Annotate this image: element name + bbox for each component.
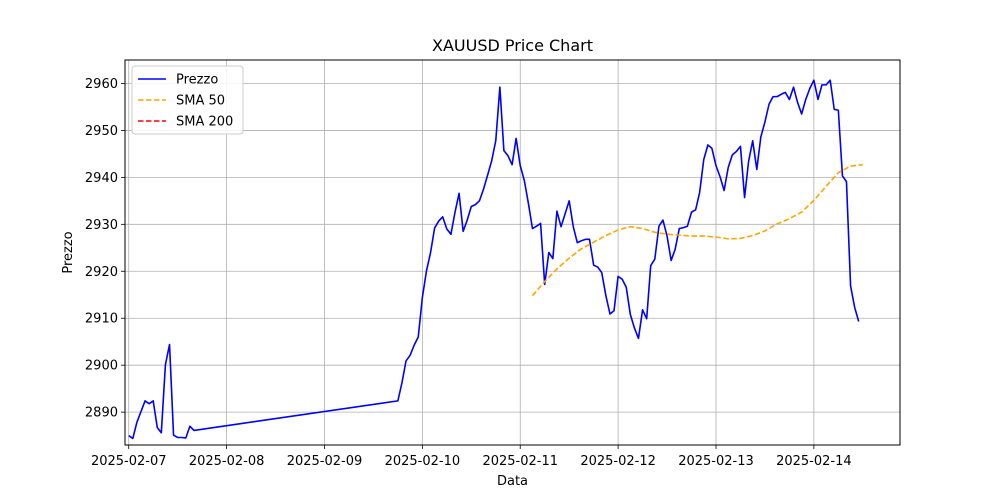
y-tick-label: 2900 (85, 359, 118, 374)
y-tick-label: 2960 (85, 77, 118, 92)
y-tick-label: 2890 (85, 406, 118, 421)
chart-title: XAUUSD Price Chart (432, 36, 593, 55)
x-tick-label: 2025-02-10 (385, 454, 461, 469)
x-tick-label: 2025-02-12 (580, 454, 656, 469)
x-tick-label: 2025-02-13 (678, 454, 754, 469)
y-axis-label: Prezzo (61, 231, 76, 273)
series-layer (128, 79, 863, 440)
plot-area-frame (124, 59, 901, 446)
series-line-prezzo (128, 79, 860, 440)
x-tick-label: 2025-02-11 (482, 454, 558, 469)
y-tick-label: 2920 (85, 265, 118, 280)
legend-label: Prezzo (176, 73, 218, 88)
legend-label: SMA 200 (176, 115, 233, 130)
y-tick-label: 2950 (85, 124, 118, 139)
series-line-sma-50 (531, 163, 863, 297)
grid (125, 60, 900, 445)
legend: Prezzo SMA 50 SMA 200 (131, 65, 244, 135)
legend-label: SMA 50 (176, 94, 225, 109)
y-tick-label: 2930 (85, 218, 118, 233)
x-tick-label: 2025-02-14 (776, 454, 852, 469)
axis-ticks: 2025-02-07 2025-02-08 2025-02-09 2025-02-10… (85, 77, 852, 469)
x-tick-label: 2025-02-07 (91, 454, 167, 469)
legend-box (131, 65, 244, 135)
x-axis-label: Data (497, 474, 528, 489)
y-tick-label: 2940 (85, 171, 118, 186)
x-tick-label: 2025-02-09 (287, 454, 363, 469)
y-tick-label: 2910 (85, 312, 118, 327)
x-tick-label: 2025-02-08 (189, 454, 265, 469)
